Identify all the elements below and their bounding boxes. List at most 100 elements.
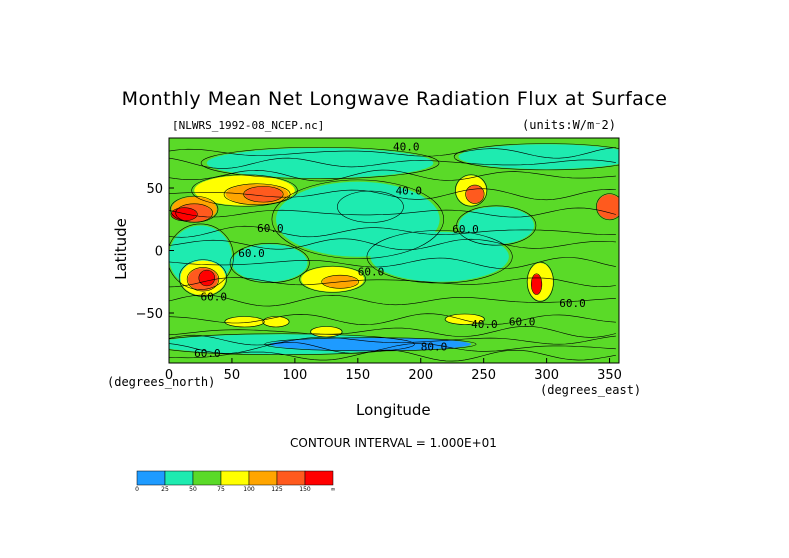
contour-label: 60.0 xyxy=(200,291,227,304)
contour-line xyxy=(262,316,290,328)
contour-line xyxy=(170,207,198,222)
field-region xyxy=(171,208,197,221)
contour-line xyxy=(169,334,616,346)
colorbar-swatch xyxy=(192,470,222,486)
flux-field xyxy=(169,138,619,363)
contour-line xyxy=(169,169,616,182)
field-region xyxy=(466,185,484,203)
units-label: (units:W/m⁻2) xyxy=(522,118,616,132)
field-region xyxy=(231,244,308,282)
contour-label: 40.0 xyxy=(471,318,498,331)
contour-line xyxy=(444,313,485,325)
colorbar-label: 150 xyxy=(299,486,311,493)
contour-line xyxy=(169,257,616,269)
contour-line xyxy=(169,333,415,356)
x-tick-label: 100 xyxy=(282,368,307,383)
x-axis: 0 50 100 150 200 250 300 350 xyxy=(165,358,622,383)
contour-interval-label: CONTOUR INTERVAL = 1.000E+01 xyxy=(290,436,497,450)
contour-line xyxy=(310,326,343,338)
field-region xyxy=(445,314,484,325)
colorbar-label: 0 xyxy=(135,486,139,493)
contour-label: 60.0 xyxy=(559,297,586,310)
colorbar: 0 25 50 75 100 125 150 ∞ xyxy=(135,470,336,493)
contour-line xyxy=(229,243,310,283)
contour-line xyxy=(271,179,445,259)
contour-label: 60.0 xyxy=(194,347,221,360)
contour-line xyxy=(169,342,616,354)
contour-line xyxy=(169,147,616,159)
contour-line xyxy=(299,265,366,293)
field-region xyxy=(458,206,535,245)
contour-label: 60.0 xyxy=(452,223,479,236)
contour-line xyxy=(169,294,616,307)
contour-line xyxy=(454,174,488,207)
contour-line xyxy=(366,230,513,284)
contour-line xyxy=(169,223,234,290)
contour-label: 60.0 xyxy=(509,316,535,329)
field-region xyxy=(458,144,619,170)
colorbar-swatch xyxy=(164,470,194,486)
contour-line xyxy=(243,186,284,203)
contour-line xyxy=(223,183,291,206)
x-tick-label: 300 xyxy=(534,368,559,383)
y-axis-units: (degrees_north) xyxy=(107,375,216,389)
contour-label: 60.0 xyxy=(238,247,265,260)
contour-line xyxy=(169,225,616,238)
colorbar-label: 25 xyxy=(161,486,169,493)
colorbar-label: 100 xyxy=(243,486,255,493)
y-tick-label: −50 xyxy=(136,307,163,322)
chart-title: Monthly Mean Net Longwave Radiation Flux… xyxy=(121,88,668,110)
contour-line xyxy=(337,190,404,223)
x-tick-label: 0 xyxy=(165,368,173,383)
x-axis-units: (degrees_east) xyxy=(540,383,642,397)
contour-labels: 40.0 40.0 60.0 60.0 60.0 60.0 60.0 40.0 60.0 60.0… xyxy=(194,141,586,360)
contour-line xyxy=(178,259,228,297)
y-axis-title: Latitude xyxy=(112,218,130,280)
contour-line xyxy=(526,261,554,302)
colorbar-swatch xyxy=(304,470,334,486)
contour-line xyxy=(191,174,298,207)
colorbar-swatch xyxy=(248,470,278,486)
contour-line xyxy=(200,146,440,180)
x-tick-label: 350 xyxy=(597,368,622,383)
contour-label: 80.0 xyxy=(421,341,448,354)
field-region xyxy=(225,316,264,327)
contour-line xyxy=(169,313,616,326)
x-tick-label: 50 xyxy=(224,368,241,383)
colorbar-swatch xyxy=(136,470,166,486)
contour-line xyxy=(264,337,477,352)
y-tick-label: 50 xyxy=(146,182,163,197)
contour-line xyxy=(456,205,537,246)
colorbar-label: 75 xyxy=(217,486,225,493)
contour-line xyxy=(169,157,616,169)
field-region xyxy=(311,326,342,337)
contour-line xyxy=(224,316,265,328)
contour-line xyxy=(169,238,616,251)
x-tick-label: 150 xyxy=(345,368,370,383)
colorbar-label: ∞ xyxy=(331,486,336,493)
colorbar-label: 50 xyxy=(189,486,197,493)
x-tick-label: 200 xyxy=(408,368,433,383)
contour-label: 40.0 xyxy=(393,141,420,154)
y-axis: 50 0 −50 xyxy=(136,182,174,322)
contour-line xyxy=(321,274,359,289)
contour-lines xyxy=(169,143,619,362)
field-region xyxy=(531,274,542,295)
contour-line xyxy=(169,325,616,338)
contour-line xyxy=(596,193,619,221)
contour-line xyxy=(175,203,213,223)
field-region xyxy=(596,194,619,220)
contour-line xyxy=(169,207,616,218)
contour-label: 40.0 xyxy=(396,184,423,197)
contour-line xyxy=(198,269,215,287)
field-region xyxy=(199,270,215,286)
contour-label: 60.0 xyxy=(257,222,284,235)
colorbar-swatch xyxy=(220,470,250,486)
contour-line xyxy=(186,267,220,292)
field-region xyxy=(244,186,283,202)
field-region xyxy=(263,316,289,327)
y-tick-label: 0 xyxy=(155,245,163,260)
colorbar-swatch xyxy=(276,470,306,486)
contour-line xyxy=(453,143,619,171)
